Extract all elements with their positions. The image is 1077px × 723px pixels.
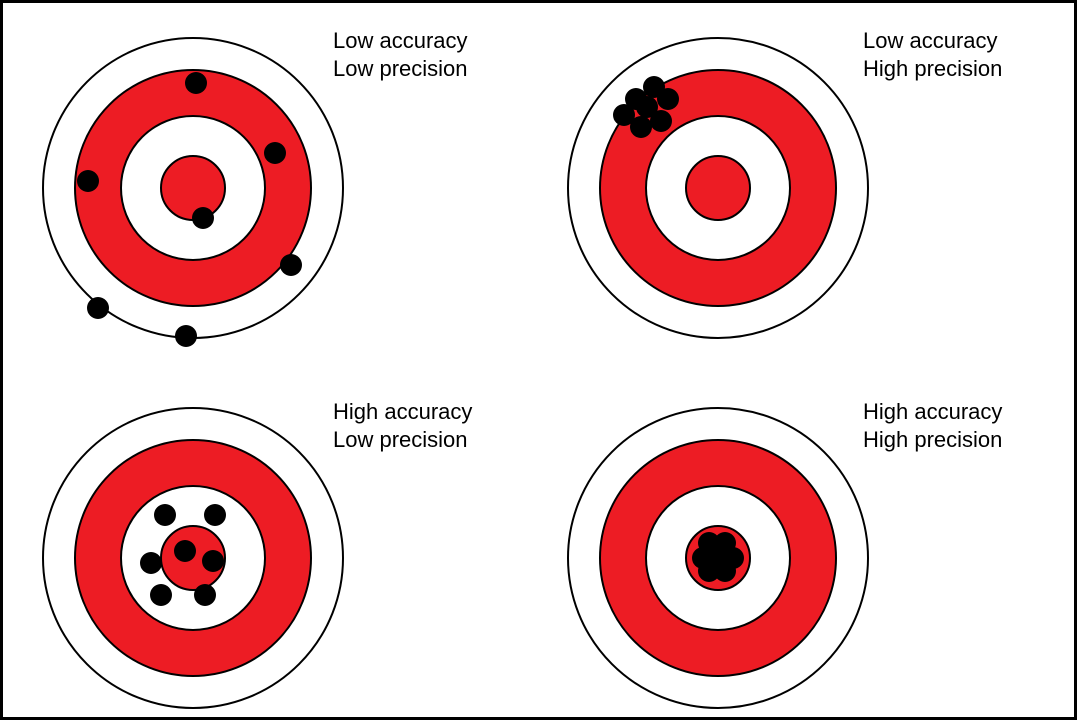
- target-high-acc-high-prec: [568, 408, 868, 708]
- data-point-1: [264, 142, 286, 164]
- data-point-3: [174, 540, 196, 562]
- data-point-6: [714, 560, 736, 582]
- label-line-1: High accuracy: [333, 398, 472, 426]
- label-low-acc-low-prec: Low accuracyLow precision: [333, 27, 468, 82]
- label-line-2: Low precision: [333, 426, 472, 454]
- data-point-6: [194, 584, 216, 606]
- data-point-5: [87, 297, 109, 319]
- label-line-2: High precision: [863, 55, 1002, 83]
- data-point-4: [657, 88, 679, 110]
- label-high-acc-high-prec: High accuracyHigh precision: [863, 398, 1002, 453]
- label-line-2: High precision: [863, 426, 1002, 454]
- diagram-svg: [3, 3, 1077, 723]
- data-point-1: [204, 504, 226, 526]
- bullseye: [161, 156, 225, 220]
- target-low-acc-high-prec: [568, 38, 868, 338]
- label-line-1: High accuracy: [863, 398, 1002, 426]
- label-low-acc-high-prec: Low accuracyHigh precision: [863, 27, 1002, 82]
- target-high-acc-low-prec: [43, 408, 343, 708]
- target-low-acc-low-prec: [43, 38, 343, 347]
- data-point-3: [77, 170, 99, 192]
- bullseye: [686, 156, 750, 220]
- data-point-5: [630, 116, 652, 138]
- label-line-2: Low precision: [333, 55, 468, 83]
- data-point-6: [175, 325, 197, 347]
- data-point-2: [140, 552, 162, 574]
- label-high-acc-low-prec: High accuracyLow precision: [333, 398, 472, 453]
- diagram-frame: Low accuracyLow precisionLow accuracyHig…: [0, 0, 1077, 720]
- data-point-4: [280, 254, 302, 276]
- data-point-0: [185, 72, 207, 94]
- label-line-1: Low accuracy: [333, 27, 468, 55]
- data-point-0: [154, 504, 176, 526]
- data-point-4: [202, 550, 224, 572]
- data-point-5: [150, 584, 172, 606]
- label-line-1: Low accuracy: [863, 27, 1002, 55]
- data-point-2: [192, 207, 214, 229]
- data-point-6: [650, 110, 672, 132]
